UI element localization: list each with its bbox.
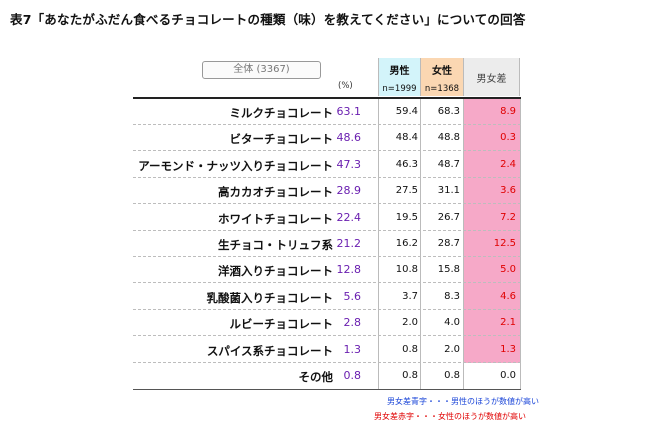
female-n: n=1368 — [424, 84, 460, 94]
female-label: 女性 — [432, 66, 452, 77]
row-label: ルビーチョコレート — [229, 317, 334, 332]
diff-value: 8.9 — [500, 106, 516, 117]
row-label: 乳酸菌入りチョコレート — [206, 290, 334, 305]
column-divider — [520, 99, 521, 389]
table-row: ミルクチョコレート 63.1 59.4 68.3 8.9 — [133, 99, 521, 125]
table-row: 乳酸菌入りチョコレート 5.6 3.7 8.3 4.6 — [133, 284, 521, 310]
row-separator — [133, 308, 521, 310]
female-value: 48.7 — [437, 158, 460, 170]
table-row: アーモンド・ナッツ入りチョコレート 47.3 46.3 48.7 2.4 — [133, 152, 521, 178]
total-value: 22.4 — [336, 210, 362, 224]
male-value: 0.8 — [402, 370, 418, 381]
diff-value: 4.6 — [500, 290, 516, 302]
row-label: その他 — [298, 370, 334, 384]
table-row: ビターチョコレート 48.6 48.4 48.8 0.3 — [133, 125, 521, 152]
table-row: ホワイトチョコレート 22.4 19.5 26.7 7.2 — [133, 205, 521, 231]
diff-value: 0.0 — [500, 370, 516, 381]
male-label: 男性 — [389, 66, 410, 77]
total-value: 0.8 — [343, 369, 362, 382]
male-column-header: 男性 n=1999 — [378, 58, 420, 96]
table-row: ルビーチョコレート 2.8 2.0 4.0 2.1 — [133, 310, 521, 337]
table-row: 高カカオチョコレート 28.9 27.5 31.1 3.6 — [133, 178, 521, 205]
diff-column-header: 男女差 — [463, 58, 520, 96]
total-value: 63.1 — [336, 105, 362, 118]
row-label: 生チョコ・トリュフ系 — [218, 238, 333, 252]
diff-highlight-column — [463, 99, 520, 363]
column-divider — [378, 99, 379, 389]
total-value: 28.9 — [336, 184, 362, 198]
male-value: 19.5 — [395, 211, 418, 223]
row-separator — [133, 202, 521, 205]
male-value: 59.4 — [395, 106, 418, 117]
male-value: 48.4 — [395, 132, 418, 144]
female-value: 2.0 — [444, 343, 460, 355]
female-value: 28.7 — [437, 238, 460, 249]
note-blue: 男女差青字・・・男性のほうが数値が高い — [387, 397, 539, 406]
row-separator — [133, 123, 521, 125]
table-row: 洋酒入りチョコレート 12.8 10.8 15.8 5.0 — [133, 257, 521, 284]
table-bottom-rule — [133, 389, 521, 390]
header-rule — [133, 97, 521, 99]
female-column-header: 女性 n=1368 — [420, 58, 463, 96]
row-separator — [133, 229, 521, 231]
row-label: ビターチョコレート — [229, 132, 334, 147]
diff-value: 0.3 — [500, 132, 516, 144]
total-value: 2.8 — [343, 316, 362, 330]
total-value: 5.6 — [343, 289, 362, 303]
total-value: 1.3 — [343, 342, 362, 356]
male-n: n=1999 — [382, 84, 417, 94]
table-row: その他 0.8 0.8 0.8 0.0 — [133, 363, 521, 389]
male-value: 46.3 — [395, 158, 418, 170]
page-title: 表7「あなたがふだん食べるチョコレートの種類（味）を教えてください」についての回… — [10, 12, 526, 27]
row-label: スパイス系チョコレート — [206, 343, 333, 358]
female-value: 4.0 — [444, 317, 460, 329]
row-label: 洋酒入りチョコレート — [218, 264, 333, 279]
row-separator — [133, 334, 521, 337]
male-value: 3.7 — [402, 290, 418, 302]
diff-value: 7.2 — [500, 211, 516, 223]
male-value: 27.5 — [395, 185, 418, 197]
row-separator — [133, 281, 521, 284]
female-value: 68.3 — [437, 106, 460, 117]
note-red: 男女差赤字・・・女性のほうが数値が高い — [374, 412, 526, 421]
male-value: 16.2 — [395, 238, 418, 249]
total-value: 21.2 — [336, 237, 362, 250]
diff-value: 12.5 — [493, 238, 516, 249]
row-separator — [133, 255, 521, 257]
diff-value: 2.1 — [500, 317, 516, 329]
female-value: 26.7 — [437, 211, 460, 223]
total-value: 12.8 — [336, 263, 362, 277]
table-row: 生チョコ・トリュフ系 21.2 16.2 28.7 12.5 — [133, 231, 521, 257]
row-separator — [133, 361, 521, 363]
female-value: 48.8 — [437, 132, 460, 144]
male-value: 10.8 — [395, 264, 418, 276]
male-value: 2.0 — [402, 317, 418, 329]
percent-unit-label: (%) — [338, 81, 353, 91]
diff-value: 2.4 — [500, 158, 516, 170]
column-divider — [463, 99, 464, 389]
row-label: ミルクチョコレート — [229, 106, 334, 120]
total-value: 47.3 — [336, 157, 362, 171]
column-divider — [420, 99, 421, 389]
diff-label: 男女差 — [476, 74, 507, 85]
diff-value: 3.6 — [500, 185, 516, 197]
row-label: アーモンド・ナッツ入りチョコレート — [138, 158, 333, 173]
female-value: 31.1 — [437, 185, 460, 197]
row-label: ホワイトチョコレート — [218, 211, 333, 226]
row-separator — [133, 176, 521, 178]
total-sample-box: 全体 (3367) — [202, 61, 321, 79]
female-value: 0.8 — [444, 370, 460, 381]
female-value: 8.3 — [444, 290, 460, 302]
male-value: 0.8 — [402, 343, 418, 355]
table-row: スパイス系チョコレート 1.3 0.8 2.0 1.3 — [133, 337, 521, 363]
row-separator — [133, 149, 521, 152]
diff-value: 5.0 — [500, 264, 516, 276]
total-value: 48.6 — [336, 131, 362, 145]
row-label: 高カカオチョコレート — [218, 185, 333, 200]
female-value: 15.8 — [437, 264, 460, 276]
diff-value: 1.3 — [500, 343, 516, 355]
